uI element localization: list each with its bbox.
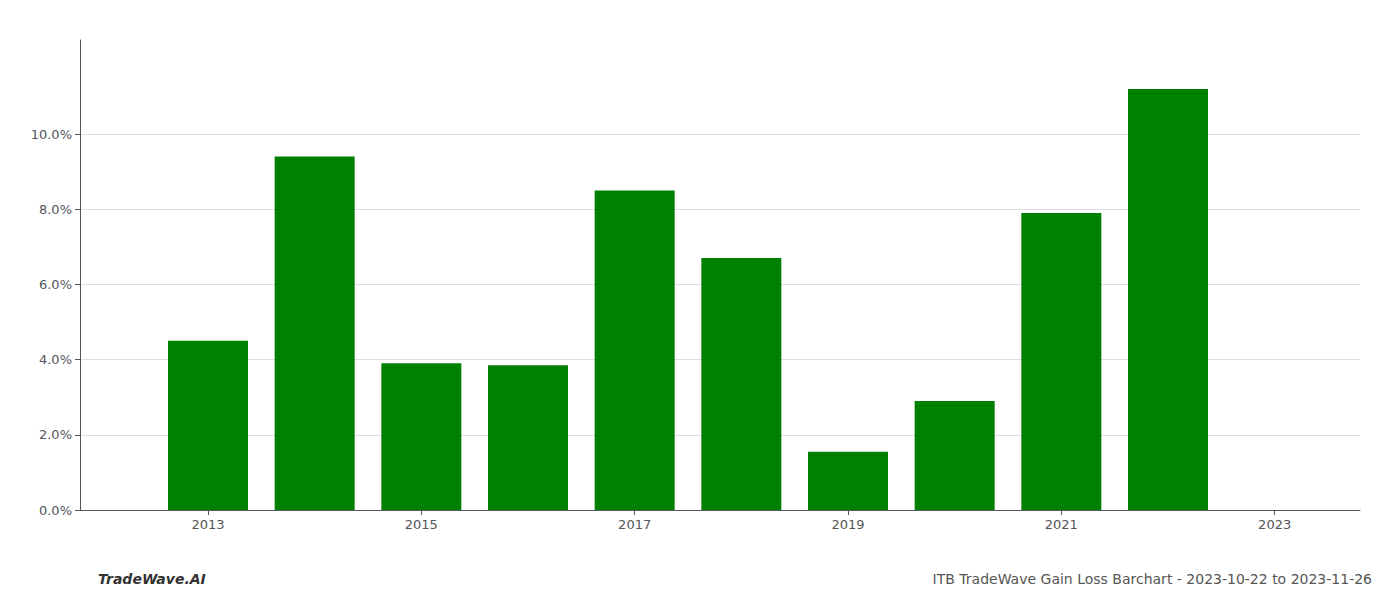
- svg-text:0.0%: 0.0%: [39, 503, 72, 518]
- svg-text:2023: 2023: [1258, 517, 1291, 532]
- svg-text:2015: 2015: [405, 517, 438, 532]
- svg-text:10.0%: 10.0%: [31, 127, 72, 142]
- svg-text:2021: 2021: [1045, 517, 1078, 532]
- svg-text:2.0%: 2.0%: [39, 427, 72, 442]
- svg-text:2013: 2013: [191, 517, 224, 532]
- svg-text:TradeWave.AI: TradeWave.AI: [98, 571, 206, 587]
- svg-text:4.0%: 4.0%: [39, 352, 72, 367]
- svg-text:6.0%: 6.0%: [39, 277, 72, 292]
- svg-text:2017: 2017: [618, 517, 651, 532]
- svg-text:ITB TradeWave Gain Loss Barcha: ITB TradeWave Gain Loss Barchart - 2023-…: [933, 571, 1372, 587]
- svg-text:8.0%: 8.0%: [39, 202, 72, 217]
- svg-text:2019: 2019: [831, 517, 864, 532]
